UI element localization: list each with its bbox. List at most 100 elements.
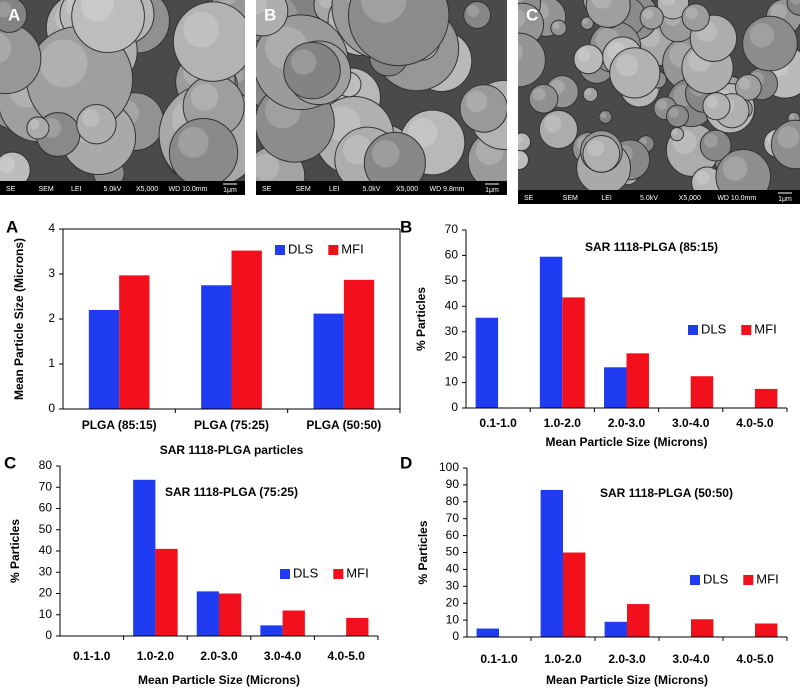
y-tick-label: 50 [445,273,459,287]
sphere-highlight [587,140,605,157]
sphere [639,5,664,30]
sphere [518,32,546,88]
info-text: WD 10.0mm [717,195,756,202]
y-tick-label: 0 [48,401,55,415]
info-text: 5.0kV [363,186,381,193]
x-tick-label: PLGA (75:25) [194,418,269,432]
sphere [702,92,731,121]
x-tick-label: PLGA (85:15) [82,418,157,432]
sphere-highlight [532,87,546,101]
chart-title: SAR 1118-PLGA (85:15) [585,240,718,254]
y-tick-label: 0 [451,400,458,414]
bar [755,623,778,637]
bar [201,285,232,409]
x-axis-label: Mean Particle Size (Microns) [545,435,707,449]
bar [133,479,156,636]
info-bar [256,181,507,195]
info-text: X5,000 [679,195,701,202]
bar [119,275,150,409]
sphere-highlight [466,90,488,113]
sphere-highlight [591,0,612,9]
sphere-highlight [706,95,719,109]
sphere-highlight [661,0,676,6]
scale-text: 1μm [223,187,237,194]
y-tick-label: 100 [439,460,459,474]
bar [690,376,714,408]
micrograph: C SE SEM LEI 5.0kV X5,000 WD 10.0mm 1μm [518,0,800,204]
sphere-highlight [770,3,787,20]
info-text: SEM [296,186,311,193]
sphere [681,3,710,32]
info-text: X5,000 [396,186,418,193]
legend-label: MFI [346,565,368,580]
micrograph-label: A [8,5,20,24]
sphere [656,0,690,20]
spheres [256,0,507,195]
bar [219,593,242,636]
y-tick-label: 10 [445,375,459,389]
sphere [283,41,341,100]
x-tick-label: 1.0-2.0 [544,652,582,666]
x-tick-label: 3.0-4.0 [672,652,710,666]
sphere-highlight [722,156,748,181]
legend-label: DLS [288,241,314,256]
y-tick-label: 4 [48,221,55,235]
legend-swatch [688,325,698,335]
bar [282,610,305,636]
bar [604,621,627,637]
sphere-highlight [671,129,678,136]
sphere-highlight [467,4,480,18]
legend-swatch [275,245,285,255]
sphere [172,1,245,82]
y-tick-label: 30 [446,578,460,592]
x-tick-label: 2.0-3.0 [608,652,646,666]
y-tick-label: 80 [39,458,53,472]
x-tick-label: 2.0-3.0 [200,649,238,663]
legend-swatch [741,325,752,335]
bar [691,619,714,637]
y-axis-label: % Particles [414,287,428,351]
sphere-highlight [704,133,718,148]
sphere-highlight [749,23,775,48]
sphere [538,109,579,150]
x-tick-label: 1.0-2.0 [137,649,175,663]
sphere [580,16,594,30]
sphere-highlight [600,112,607,118]
bar [562,297,585,408]
x-tick-label: 3.0-4.0 [264,649,302,663]
info-text: 5.0kV [640,195,658,202]
spheres [0,0,245,189]
bar [346,617,369,636]
sphere [0,0,28,33]
bar [563,552,586,637]
sphere [76,103,117,145]
sphere-highlight [0,1,12,18]
sphere-highlight [81,109,100,128]
info-text: WD 9.8mm [430,186,465,193]
sphere-highlight [256,153,280,181]
sphere-highlight [584,88,592,96]
sphere-highlight [518,135,523,144]
bar [627,604,650,637]
sphere [550,19,567,37]
y-tick-label: 2 [48,311,55,325]
sphere-highlight [371,140,400,168]
sphere [71,0,145,54]
sphere-highlight [544,115,562,133]
sphere-highlight [518,8,526,28]
legend-label: MFI [341,241,363,256]
x-axis-label: SAR 1118-PLGA particles [160,443,304,457]
bar [88,310,120,409]
info-text: SE [262,186,272,193]
bar [754,388,778,408]
bar [626,353,649,408]
sphere-highlight [0,33,12,64]
y-tick-label: 50 [446,545,460,559]
y-tick-label: 20 [446,595,460,609]
sphere [770,119,800,170]
y-tick-label: 60 [39,501,53,515]
sphere-highlight [256,0,267,15]
micrograph-label: C [526,5,538,24]
info-text: X5,000 [136,186,158,193]
bar [231,250,262,409]
